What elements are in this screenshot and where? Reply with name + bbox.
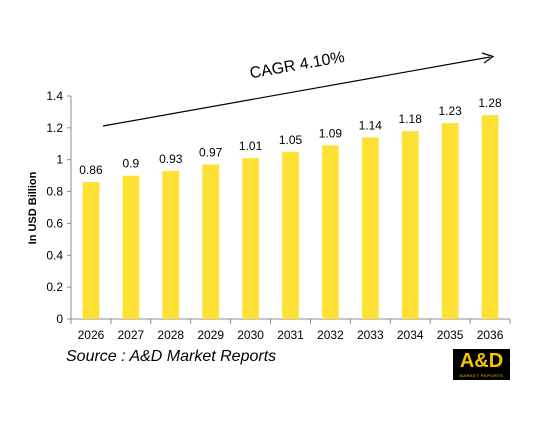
x-tick-label: 2036 [477,328,504,342]
data-label: 1.14 [359,118,383,132]
y-tick-label: 1.4 [46,89,63,103]
bar [82,182,100,319]
x-tick-label: 2030 [237,328,264,342]
y-tick-label: 0.8 [46,185,63,199]
bar [401,131,419,319]
bar [282,151,299,319]
data-label: 0.9 [123,157,140,171]
data-label: 0.93 [159,152,183,166]
data-label: 0.97 [199,145,223,159]
data-label: 1.23 [438,104,462,118]
x-tick-label: 2029 [197,328,224,342]
data-label: 1.18 [399,112,423,126]
y-tick-label: 0 [56,312,63,326]
bars [82,115,499,319]
bar [322,145,339,319]
bar [162,170,180,319]
logo-subtext: MARKET REPORTS [459,373,504,378]
bar [242,158,259,319]
brand-logo: A&D MARKET REPORTS [453,349,510,380]
bar [481,115,499,319]
bar [202,164,220,319]
y-axis: 0 0.2 0.4 0.6 0.8 1 1.2 1.4 [46,89,72,326]
x-tick-label: 2027 [118,328,145,342]
y-tick-label: 0.2 [46,280,63,294]
cagr-arrow [102,52,495,127]
y-tick-label: 0.4 [46,248,63,262]
data-label: 0.86 [79,163,103,177]
data-label: 1.28 [478,96,502,110]
data-label: 1.01 [239,139,263,153]
data-labels: 0.86 0.9 0.93 0.97 1.01 1.05 1.09 1.14 1.18 1.23 1… [79,96,502,177]
y-axis-title: In USD Billion [27,171,39,244]
bar [122,175,140,319]
x-tick-label: 2034 [397,328,424,342]
x-tick-label: 2031 [277,328,304,342]
x-tick-label: 2032 [317,328,344,342]
source-note: Source : A&D Market Reports [66,348,277,365]
y-tick-label: 0.6 [46,216,63,230]
x-tick-label: 2035 [437,328,464,342]
y-tick-label: 1 [56,153,63,167]
bar [441,123,459,319]
x-tick-label: 2028 [157,328,184,342]
y-tick-label: 1.2 [46,121,63,135]
x-tick-label: 2033 [357,328,384,342]
data-label: 1.09 [319,126,343,140]
data-label: 1.05 [279,133,303,147]
cagr-label: CAGR 4.10% [248,49,346,82]
bar [361,137,379,319]
logo-text: A&D [459,350,504,372]
x-axis: 2026 2027 2028 2029 2030 2031 2032 2033 2034 2035… [70,318,511,342]
x-tick-label: 2026 [78,328,105,342]
